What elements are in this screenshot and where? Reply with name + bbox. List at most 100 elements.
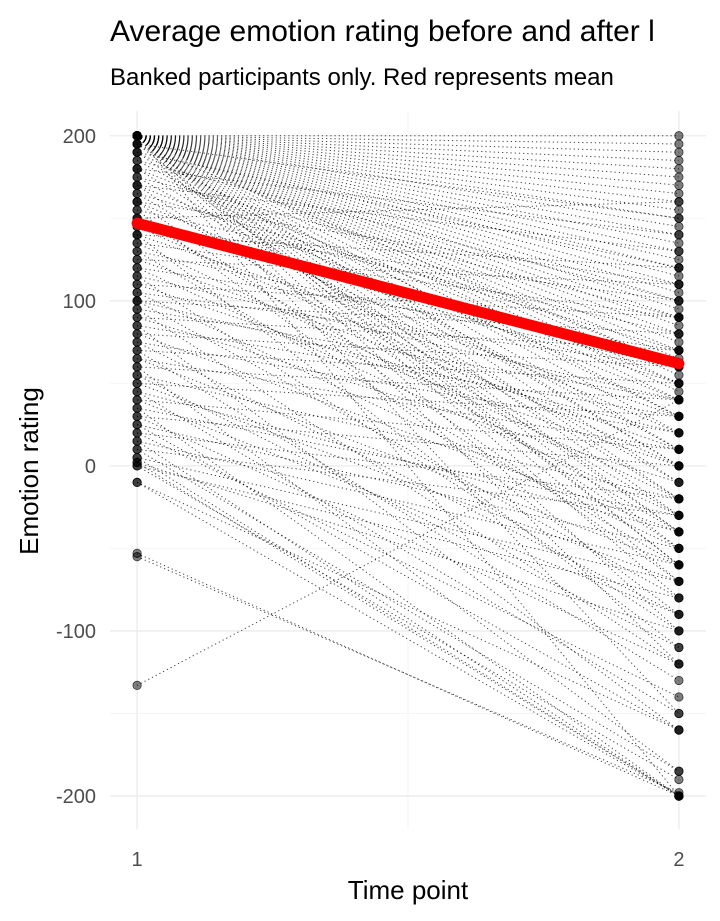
grid bbox=[110, 111, 706, 829]
participant-line bbox=[136, 399, 680, 615]
participant-point-t2 bbox=[674, 576, 684, 587]
participant-point-t2 bbox=[674, 155, 684, 166]
participant-point-t1 bbox=[132, 395, 142, 405]
participant-point-t2 bbox=[674, 271, 684, 281]
participant-line bbox=[137, 292, 679, 368]
participant-line bbox=[136, 457, 680, 582]
participant-point-t1 bbox=[132, 230, 142, 240]
participant-line bbox=[136, 374, 680, 648]
participant-point-t2 bbox=[674, 213, 684, 223]
participant-line bbox=[136, 556, 680, 794]
participant-point-t2 bbox=[674, 527, 684, 537]
mean-line bbox=[131, 217, 685, 370]
participant-line bbox=[136, 462, 680, 797]
participant-point-t1 bbox=[132, 345, 142, 355]
participant-line bbox=[136, 135, 680, 343]
participant-point-t2 bbox=[674, 494, 684, 504]
participant-line bbox=[137, 242, 679, 318]
participant-line bbox=[137, 135, 679, 228]
participant-line bbox=[136, 135, 680, 294]
participant-point-t2 bbox=[674, 370, 684, 380]
participant-point-t1 bbox=[132, 139, 142, 149]
participant-line bbox=[136, 415, 680, 665]
participant-point-t1 bbox=[132, 477, 142, 487]
participant-point-t2 bbox=[674, 230, 684, 240]
x-axis-title: Time point bbox=[348, 875, 469, 905]
participant-point-t2 bbox=[674, 725, 684, 735]
participant-point-t2 bbox=[674, 766, 684, 776]
participant-point-t1 bbox=[132, 164, 142, 174]
participant-line bbox=[136, 168, 680, 500]
participant-line bbox=[136, 267, 680, 516]
participant-point-t1 bbox=[132, 461, 142, 471]
participant-point-t2 bbox=[674, 238, 684, 248]
participant-line bbox=[136, 275, 680, 401]
participant-line bbox=[137, 358, 679, 450]
participant-line bbox=[136, 300, 680, 434]
participant-line bbox=[136, 349, 680, 681]
participant-line bbox=[137, 135, 679, 211]
participant-line bbox=[136, 201, 680, 434]
participant-point-t2 bbox=[674, 188, 684, 199]
participant-line bbox=[136, 135, 680, 269]
participant-line bbox=[136, 234, 680, 648]
participant-point-t1 bbox=[132, 420, 142, 430]
participant-point-t2 bbox=[674, 708, 684, 719]
chart-title: Average emotion rating before and after … bbox=[110, 15, 655, 48]
participant-line bbox=[137, 267, 679, 351]
participant-line bbox=[136, 481, 680, 797]
participant-point-t2 bbox=[674, 659, 684, 669]
participant-line bbox=[136, 440, 680, 566]
participant-point-t1 bbox=[132, 197, 142, 207]
participant-point-t1 bbox=[132, 296, 142, 306]
participant-point-t1 bbox=[132, 386, 142, 397]
participant-line bbox=[136, 217, 680, 533]
participant-line bbox=[136, 407, 680, 797]
participant-line bbox=[136, 234, 680, 417]
mean-series bbox=[131, 217, 685, 370]
participant-point-t1 bbox=[132, 279, 142, 289]
participant-point-t1 bbox=[132, 370, 142, 380]
participant-point-t1 bbox=[132, 287, 142, 298]
participant-line bbox=[136, 135, 680, 417]
participant-point-t2 bbox=[674, 642, 684, 653]
y-tick-label: 200 bbox=[63, 126, 96, 148]
participant-point-t2 bbox=[674, 337, 684, 347]
participant-line bbox=[136, 151, 680, 533]
participant-point-t2 bbox=[674, 221, 684, 232]
participant-line bbox=[137, 135, 679, 195]
participant-point-t1 bbox=[132, 131, 142, 141]
participant-line bbox=[136, 135, 680, 599]
participant-line bbox=[136, 481, 680, 731]
participant-line bbox=[136, 160, 680, 302]
participant-point-t1 bbox=[132, 378, 142, 388]
participant-line bbox=[137, 226, 679, 302]
participant-point-t1 bbox=[132, 337, 142, 347]
participant-point-t2 bbox=[674, 254, 684, 265]
participant-line bbox=[136, 135, 680, 318]
participant-line bbox=[136, 209, 680, 615]
participant-point-t2 bbox=[674, 774, 684, 785]
participant-point-t2 bbox=[674, 395, 684, 405]
x-tick-label: 1 bbox=[132, 849, 143, 871]
participant-line bbox=[136, 176, 680, 318]
participant-line bbox=[136, 184, 680, 401]
participant-point-t1 bbox=[132, 147, 142, 157]
participant-point-t2 bbox=[674, 411, 684, 421]
participant-point-t2 bbox=[674, 675, 684, 686]
participant-point-t1 bbox=[132, 188, 142, 199]
participant-point-t1 bbox=[132, 254, 142, 265]
participant-line bbox=[136, 275, 680, 632]
participant-line bbox=[136, 374, 680, 500]
participant-point-t2 bbox=[674, 444, 684, 454]
participant-line bbox=[136, 135, 680, 277]
participant-point-t1 bbox=[132, 180, 142, 190]
x-tick-label: 2 bbox=[673, 849, 684, 871]
participant-line bbox=[136, 135, 680, 351]
participant-point-t2 bbox=[674, 345, 684, 355]
participant-point-t2 bbox=[674, 180, 684, 190]
participant-line bbox=[136, 168, 680, 384]
participant-line bbox=[137, 135, 679, 219]
